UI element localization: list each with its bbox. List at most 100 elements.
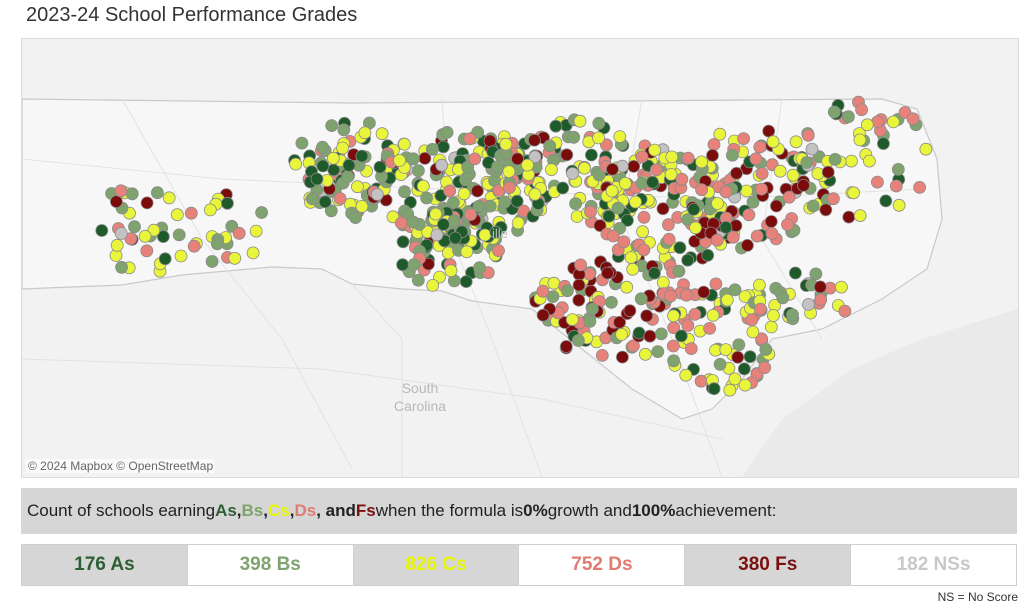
- count-b[interactable]: 398 Bs: [187, 545, 354, 585]
- school-marker-d[interactable]: [889, 179, 903, 193]
- school-marker-b[interactable]: [828, 153, 842, 166]
- school-marker-b[interactable]: [447, 214, 461, 228]
- school-marker-b[interactable]: [461, 160, 475, 174]
- school-marker-a[interactable]: [701, 248, 715, 262]
- school-marker-d[interactable]: [755, 182, 768, 196]
- school-marker-c[interactable]: [203, 203, 217, 217]
- school-marker-a[interactable]: [743, 350, 757, 364]
- school-marker-b[interactable]: [842, 110, 855, 124]
- school-marker-ns[interactable]: [370, 188, 384, 201]
- school-marker-b[interactable]: [569, 197, 582, 211]
- school-marker-b[interactable]: [546, 290, 560, 304]
- map-canvas[interactable]: [22, 39, 1018, 477]
- school-marker-d[interactable]: [754, 302, 767, 316]
- school-marker-b[interactable]: [210, 237, 224, 251]
- school-marker-b[interactable]: [726, 148, 739, 162]
- school-marker-a[interactable]: [648, 266, 661, 280]
- school-marker-b[interactable]: [255, 206, 269, 219]
- school-marker-c[interactable]: [249, 224, 263, 238]
- school-marker-c[interactable]: [629, 195, 642, 209]
- school-marker-f[interactable]: [730, 166, 743, 180]
- school-marker-f[interactable]: [559, 340, 573, 353]
- school-marker-f[interactable]: [536, 308, 550, 322]
- school-marker-f[interactable]: [623, 304, 637, 318]
- school-marker-a[interactable]: [674, 329, 688, 343]
- school-marker-d[interactable]: [719, 185, 733, 199]
- school-marker-b[interactable]: [543, 139, 557, 153]
- school-marker-a[interactable]: [95, 224, 109, 237]
- school-marker-a[interactable]: [156, 230, 170, 244]
- school-marker-ns[interactable]: [114, 227, 128, 240]
- school-marker-a[interactable]: [632, 326, 646, 340]
- school-marker-b[interactable]: [681, 213, 694, 227]
- school-marker-f[interactable]: [842, 210, 856, 224]
- school-marker-b[interactable]: [295, 136, 309, 150]
- school-marker-a[interactable]: [510, 194, 524, 208]
- school-marker-d[interactable]: [140, 244, 154, 258]
- school-marker-f[interactable]: [819, 203, 833, 217]
- school-marker-c[interactable]: [667, 309, 680, 323]
- school-marker-c[interactable]: [578, 161, 591, 175]
- school-marker-d[interactable]: [906, 112, 920, 126]
- school-marker-c[interactable]: [860, 118, 874, 132]
- school-marker-c[interactable]: [738, 290, 752, 303]
- school-marker-b[interactable]: [407, 258, 421, 271]
- school-marker-a[interactable]: [789, 266, 802, 280]
- school-marker-a[interactable]: [355, 149, 369, 163]
- school-marker-b[interactable]: [667, 354, 680, 368]
- school-marker-b[interactable]: [472, 199, 486, 213]
- school-marker-c[interactable]: [919, 142, 933, 156]
- school-marker-f[interactable]: [640, 309, 654, 323]
- school-marker-c[interactable]: [147, 223, 161, 237]
- school-marker-a[interactable]: [687, 202, 701, 216]
- school-marker-a[interactable]: [673, 241, 687, 255]
- school-marker-d[interactable]: [707, 138, 721, 151]
- school-marker-d[interactable]: [742, 208, 756, 222]
- school-marker-c[interactable]: [863, 154, 876, 168]
- school-marker-a[interactable]: [707, 382, 721, 396]
- school-marker-c[interactable]: [713, 127, 727, 141]
- school-marker-f[interactable]: [613, 315, 626, 329]
- school-marker-c[interactable]: [720, 293, 734, 307]
- school-marker-f[interactable]: [470, 184, 484, 198]
- school-marker-ns[interactable]: [805, 142, 819, 156]
- school-marker-d[interactable]: [662, 232, 676, 246]
- school-marker-b[interactable]: [115, 260, 128, 274]
- school-marker-d[interactable]: [664, 289, 677, 303]
- school-marker-b[interactable]: [491, 160, 505, 174]
- school-marker-c[interactable]: [110, 238, 124, 252]
- school-marker-a[interactable]: [436, 218, 450, 231]
- school-marker-f[interactable]: [572, 293, 586, 307]
- school-marker-b[interactable]: [586, 302, 599, 316]
- school-marker-ns[interactable]: [802, 297, 815, 311]
- school-marker-d[interactable]: [753, 140, 767, 154]
- school-marker-ns[interactable]: [566, 167, 579, 180]
- school-marker-c[interactable]: [433, 270, 446, 284]
- school-marker-c[interactable]: [605, 184, 619, 198]
- school-marker-c[interactable]: [573, 114, 587, 128]
- school-marker-c[interactable]: [887, 115, 900, 129]
- school-marker-a[interactable]: [318, 195, 332, 209]
- school-marker-c[interactable]: [835, 280, 848, 294]
- school-marker-b[interactable]: [567, 130, 581, 144]
- school-marker-c[interactable]: [711, 197, 724, 210]
- school-marker-b[interactable]: [561, 284, 574, 298]
- school-marker-d[interactable]: [595, 348, 609, 362]
- school-marker-c[interactable]: [375, 127, 389, 141]
- school-marker-c[interactable]: [174, 249, 188, 263]
- school-marker-d[interactable]: [688, 307, 702, 321]
- school-marker-f[interactable]: [528, 133, 541, 147]
- school-marker-d[interactable]: [680, 288, 693, 302]
- school-marker-c[interactable]: [457, 187, 471, 201]
- school-marker-c[interactable]: [626, 262, 640, 276]
- school-marker-b[interactable]: [800, 156, 814, 169]
- school-marker-b[interactable]: [583, 314, 597, 328]
- school-marker-c[interactable]: [499, 137, 513, 151]
- school-marker-c[interactable]: [753, 278, 766, 292]
- school-marker-d[interactable]: [184, 206, 198, 220]
- school-marker-c[interactable]: [620, 280, 634, 294]
- school-marker-c[interactable]: [397, 137, 411, 151]
- school-marker-c[interactable]: [728, 372, 742, 386]
- school-marker-b[interactable]: [411, 164, 425, 178]
- school-marker-b[interactable]: [498, 195, 512, 209]
